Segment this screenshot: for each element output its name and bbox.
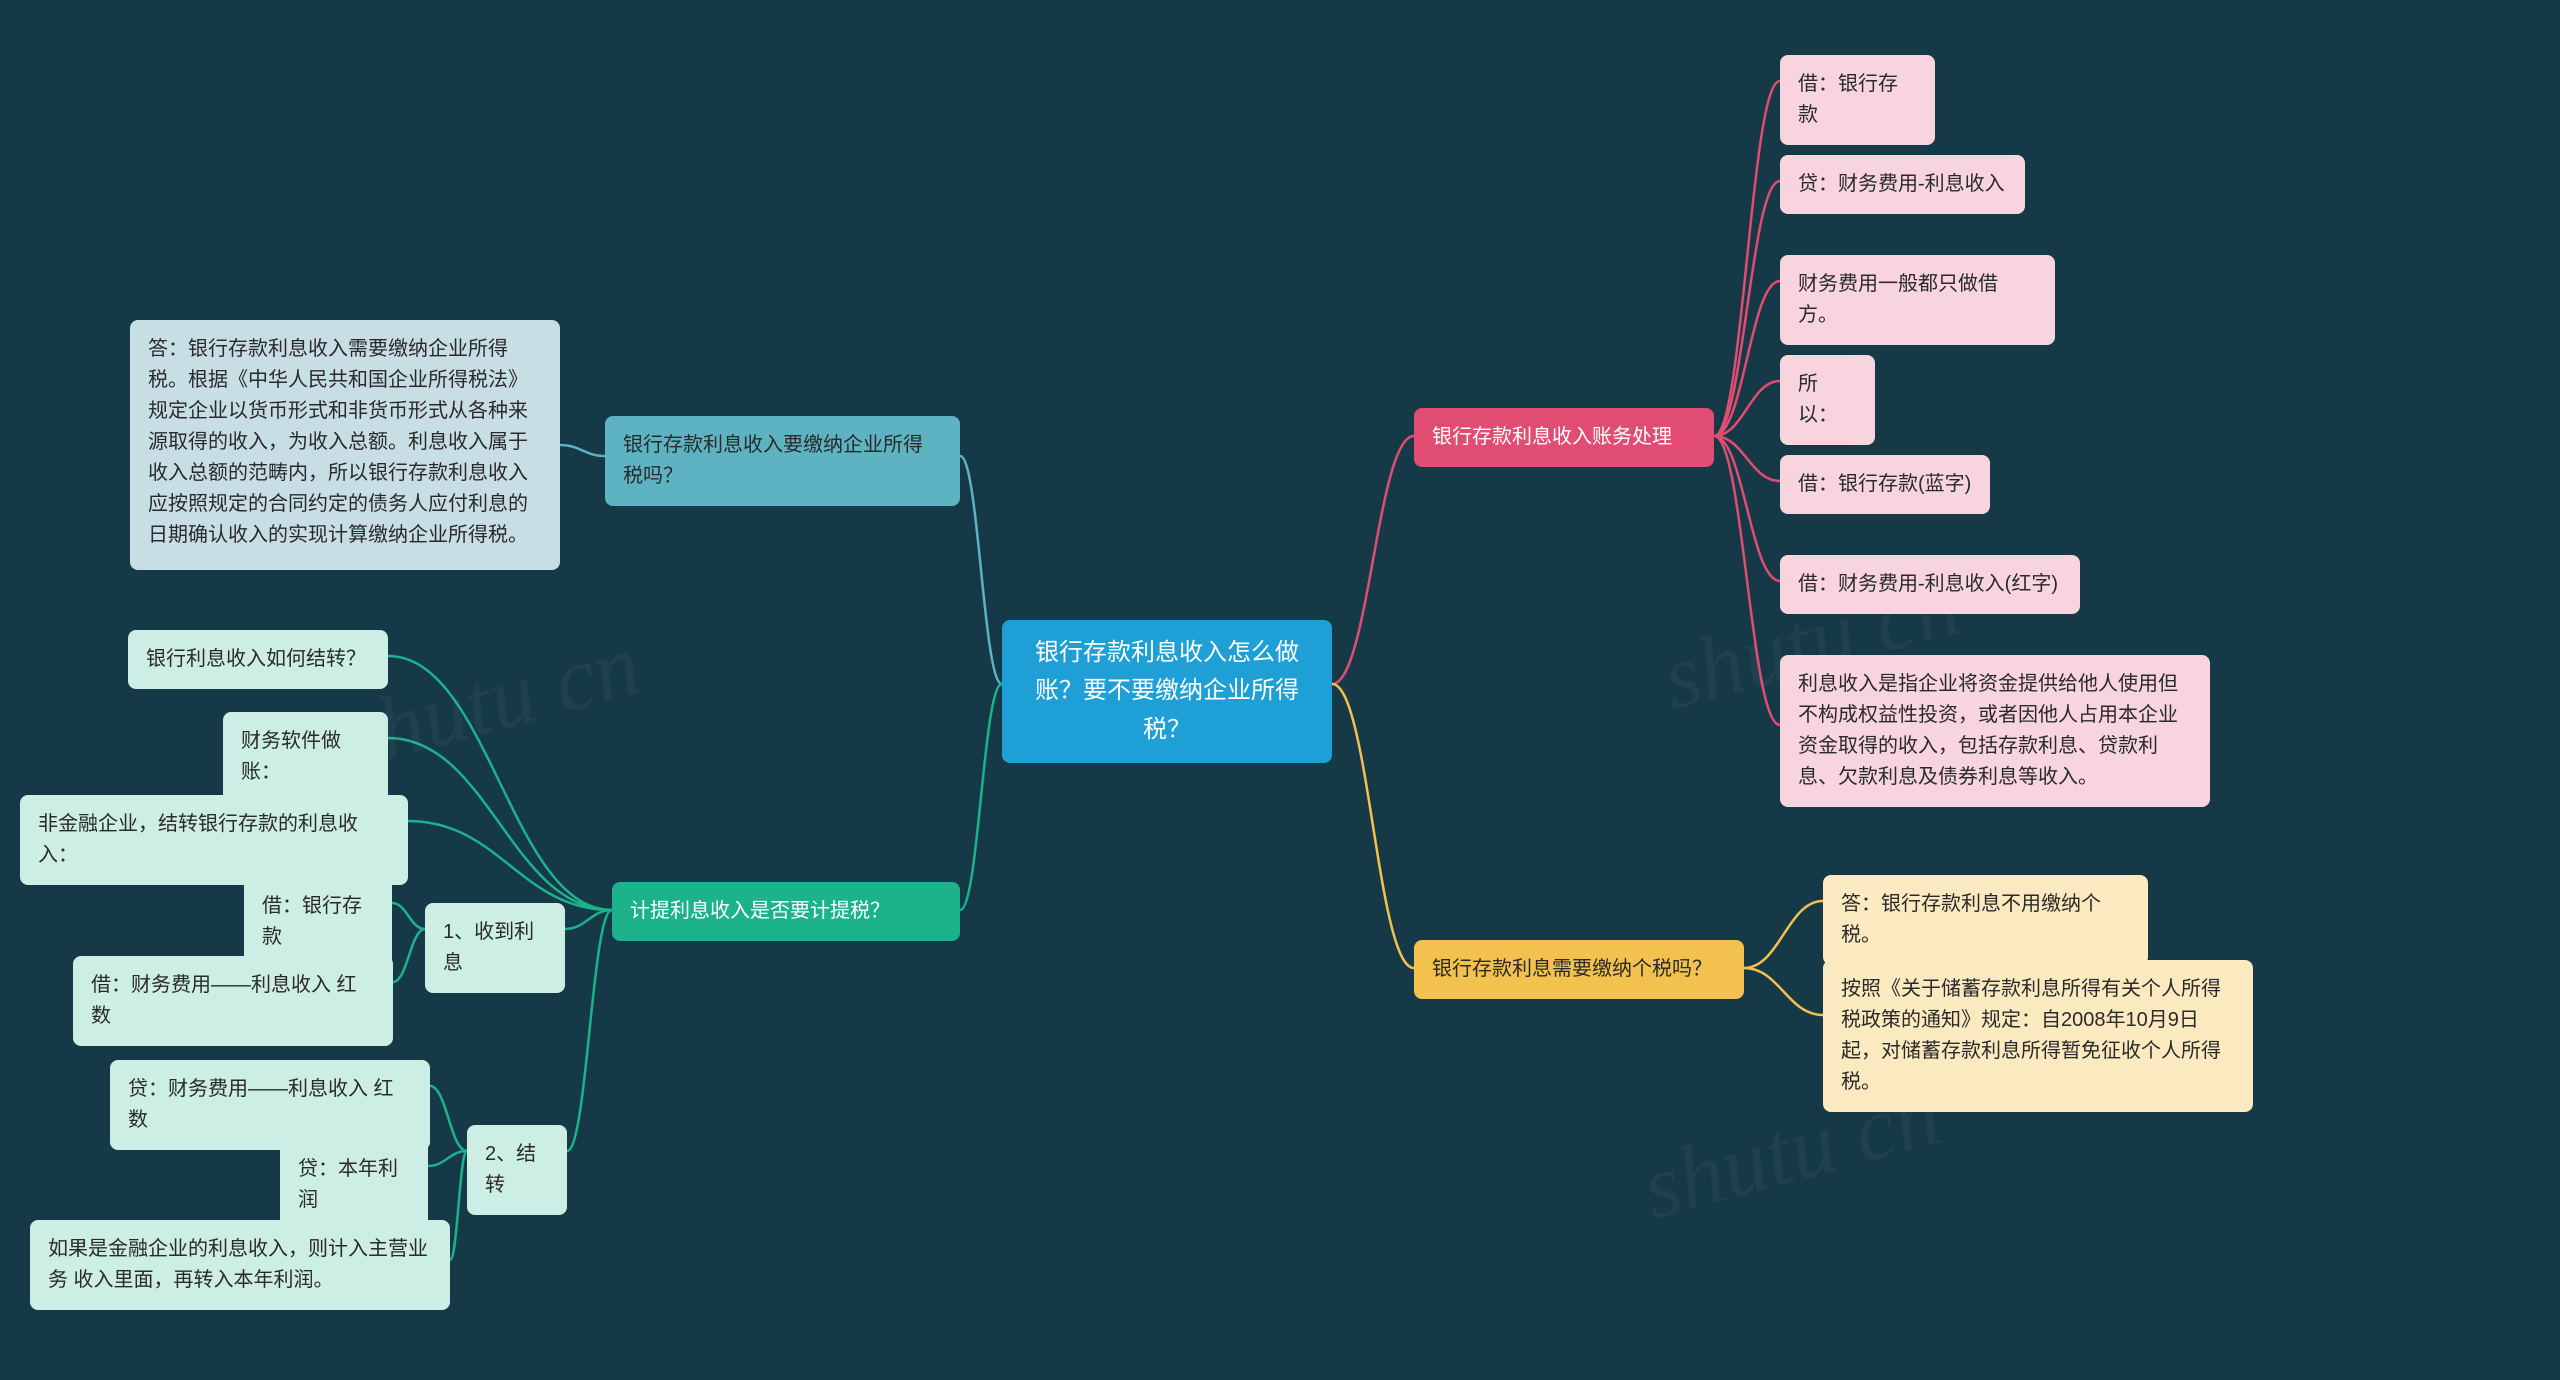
leaf-corporate-tax-answer: 答：银行存款利息收入需要缴纳企业所得税。根据《中华人民共和国企业所得税法》规定企… (130, 320, 560, 570)
leaf-p3: 财务费用一般都只做借方。 (1780, 255, 2055, 345)
leaf-g5c: 如果是金融企业的利息收入，则计入主营业务 收入里面，再转入本年利润。 (30, 1220, 450, 1310)
leaf-g4b: 借：财务费用——利息收入 红数 (73, 956, 393, 1046)
leaf-y1: 答：银行存款利息不用缴纳个税。 (1823, 875, 2148, 965)
leaf-g3: 非金融企业，结转银行存款的利息收入： (20, 795, 408, 885)
leaf-g4-receive[interactable]: 1、收到利息 (425, 903, 565, 993)
leaf-p4: 所以： (1780, 355, 1875, 445)
leaf-g2: 财务软件做账： (223, 712, 388, 802)
leaf-g5a: 贷：财务费用——利息收入 红数 (110, 1060, 430, 1150)
leaf-y2: 按照《关于储蓄存款利息所得有关个人所得税政策的通知》规定：自2008年10月9日… (1823, 960, 2253, 1112)
branch-corporate-tax[interactable]: 银行存款利息收入要缴纳企业所得 税吗？ (605, 416, 960, 506)
leaf-g1: 银行利息收入如何结转？ (128, 630, 388, 689)
branch-accrual-tax[interactable]: 计提利息收入是否要计提税？ (612, 882, 960, 941)
leaf-g4a: 借：银行存款 (244, 877, 392, 967)
leaf-p7: 利息收入是指企业将资金提供给他人使用但不构成权益性投资，或者因他人占用本企业资金… (1780, 655, 2210, 807)
leaf-g5-carryover[interactable]: 2、结转 (467, 1125, 567, 1215)
leaf-g5b: 贷：本年利润 (280, 1140, 428, 1230)
root-node[interactable]: 银行存款利息收入怎么做 账？要不要缴纳企业所得 税？ (1002, 620, 1332, 763)
branch-individual-tax[interactable]: 银行存款利息需要缴纳个税吗？ (1414, 940, 1744, 999)
leaf-p2: 贷：财务费用-利息收入 (1780, 155, 2025, 214)
leaf-p5: 借：银行存款(蓝字) (1780, 455, 1990, 514)
leaf-p6: 借：财务费用-利息收入(红字) (1780, 555, 2080, 614)
leaf-p1: 借：银行存款 (1780, 55, 1935, 145)
branch-accounting[interactable]: 银行存款利息收入账务处理 (1414, 408, 1714, 467)
